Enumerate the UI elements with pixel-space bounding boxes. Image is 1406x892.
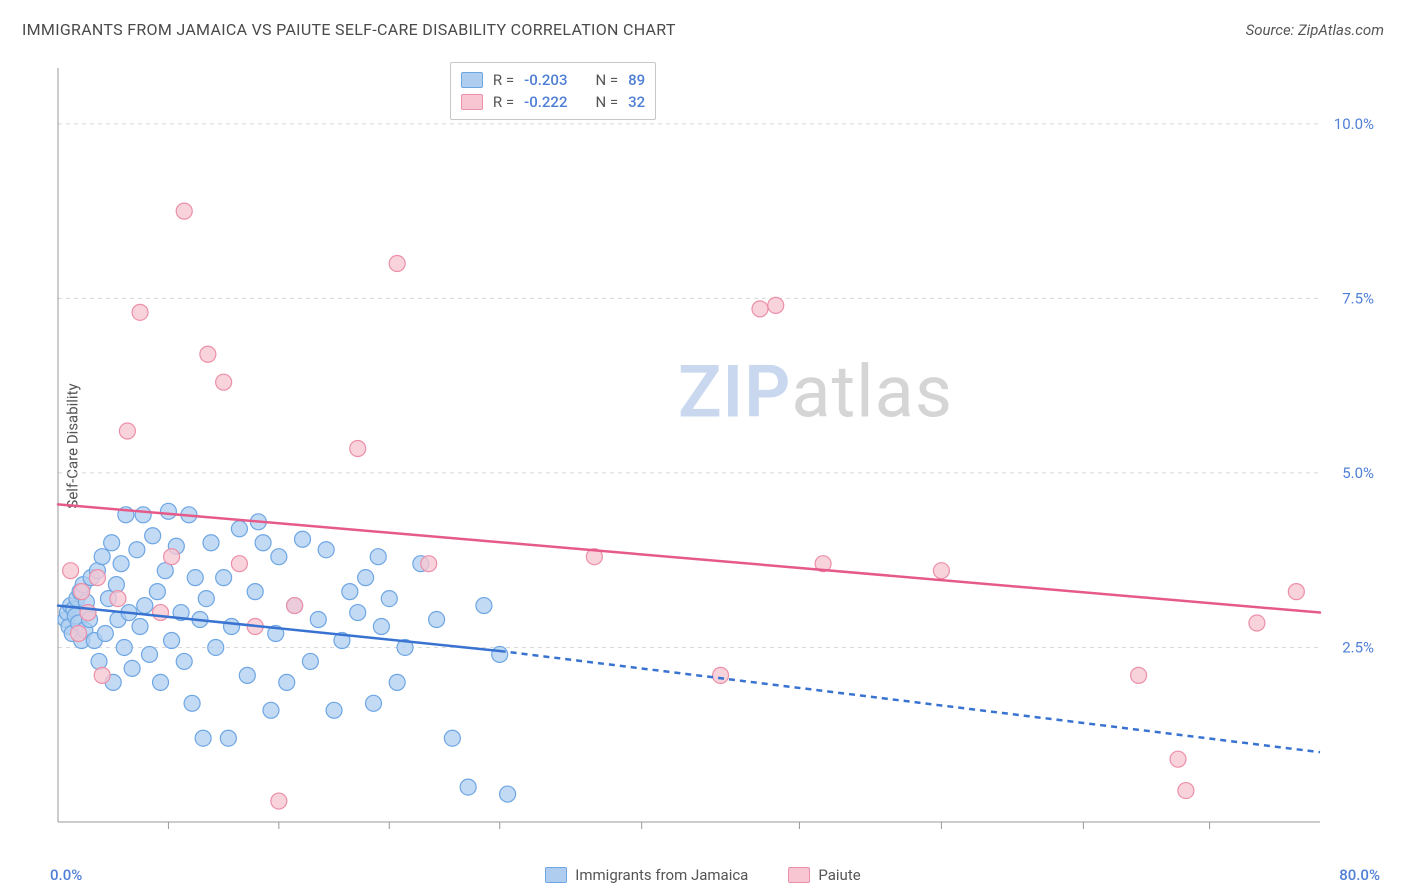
legend-label: Paiute bbox=[818, 866, 860, 884]
svg-text:5.0%: 5.0% bbox=[1342, 464, 1374, 482]
n-value: 89 bbox=[628, 71, 645, 89]
legend-item-paiute: Paiute bbox=[788, 866, 860, 884]
series-legend: Immigrants from Jamaica Paiute bbox=[0, 866, 1406, 884]
series-paiute bbox=[63, 203, 1305, 809]
plot-area: 2.5% 5.0% 7.5% 10.0% bbox=[50, 60, 1380, 847]
n-value: 32 bbox=[628, 93, 645, 111]
n-label: N = bbox=[595, 93, 618, 111]
chart-container: IMMIGRANTS FROM JAMAICA VS PAIUTE SELF-C… bbox=[0, 0, 1406, 892]
swatch-icon bbox=[545, 867, 567, 883]
stat-row-paiute: R = -0.222 N = 32 bbox=[461, 91, 645, 113]
x-axis-max-label: 80.0% bbox=[1339, 866, 1380, 884]
stat-row-jamaica: R = -0.203 N = 89 bbox=[461, 69, 645, 91]
swatch-icon bbox=[461, 94, 483, 110]
chart-title: IMMIGRANTS FROM JAMAICA VS PAIUTE SELF-C… bbox=[22, 20, 676, 39]
scatter-plot-svg: 2.5% 5.0% 7.5% 10.0% bbox=[50, 60, 1380, 847]
source-attribution: Source: ZipAtlas.com bbox=[1246, 21, 1384, 39]
svg-text:7.5%: 7.5% bbox=[1342, 289, 1374, 307]
series-jamaica bbox=[58, 503, 516, 802]
svg-text:2.5%: 2.5% bbox=[1342, 638, 1374, 656]
correlation-stats-legend: R = -0.203 N = 89 R = -0.222 N = 32 bbox=[450, 62, 656, 120]
svg-text:10.0%: 10.0% bbox=[1334, 115, 1374, 133]
legend-label: Immigrants from Jamaica bbox=[575, 866, 748, 884]
r-value: -0.222 bbox=[524, 93, 567, 111]
legend-item-jamaica: Immigrants from Jamaica bbox=[545, 866, 748, 884]
x-axis-min-label: 0.0% bbox=[50, 866, 82, 884]
r-label: R = bbox=[493, 93, 514, 111]
header: IMMIGRANTS FROM JAMAICA VS PAIUTE SELF-C… bbox=[22, 20, 1384, 39]
swatch-icon bbox=[461, 72, 483, 88]
swatch-icon bbox=[788, 867, 810, 883]
r-label: R = bbox=[493, 71, 514, 89]
n-label: N = bbox=[595, 71, 618, 89]
r-value: -0.203 bbox=[524, 71, 567, 89]
